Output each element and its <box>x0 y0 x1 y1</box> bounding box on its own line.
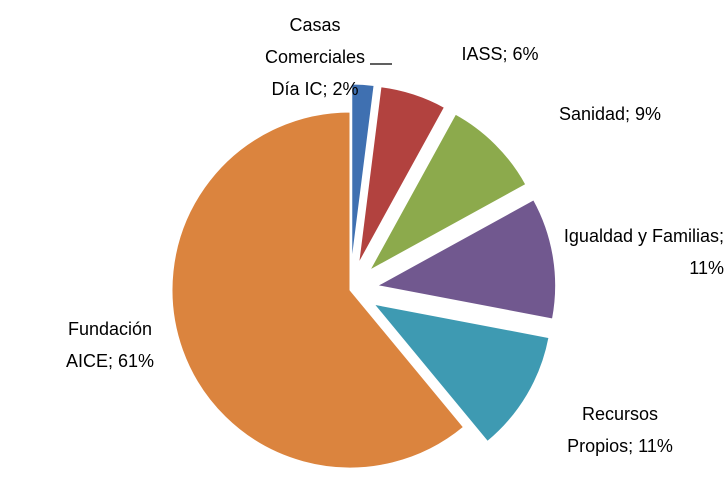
pie-slice <box>351 83 375 263</box>
pie-slice <box>368 113 527 272</box>
pie-slice <box>372 303 550 443</box>
data-label: Recursos Propios; 11% <box>567 404 673 456</box>
pie-slice <box>171 111 465 469</box>
pie-slice <box>358 86 446 264</box>
pie-slice <box>376 199 557 320</box>
data-label: IASS; 6% <box>461 44 539 64</box>
data-label: Fundación AICE; 61% <box>65 319 155 371</box>
data-label: Sanidad; 9% <box>558 104 662 124</box>
data-label: Casas Comerciales Día IC; 2% <box>264 15 366 99</box>
data-label: Igualdad y Familias; 11% <box>563 226 724 278</box>
